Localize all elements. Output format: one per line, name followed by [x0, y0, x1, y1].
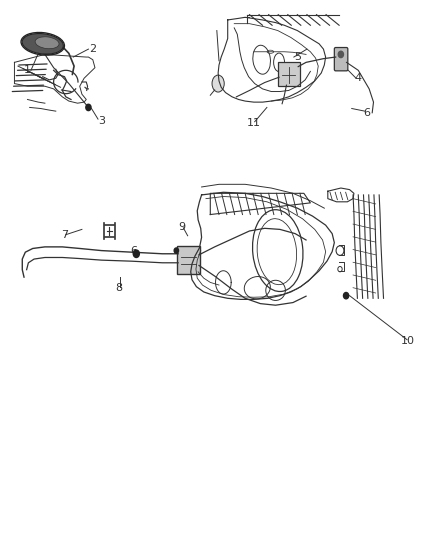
Circle shape [86, 104, 91, 111]
FancyBboxPatch shape [177, 246, 200, 274]
Text: 7: 7 [61, 230, 68, 240]
Circle shape [133, 250, 139, 257]
Ellipse shape [212, 75, 224, 92]
Text: 6: 6 [131, 246, 138, 256]
Text: 8: 8 [115, 282, 123, 293]
Text: 3: 3 [98, 116, 105, 126]
Text: 5: 5 [294, 52, 301, 62]
Text: 9: 9 [178, 222, 186, 232]
FancyBboxPatch shape [334, 47, 348, 71]
Circle shape [343, 293, 349, 299]
Text: 2: 2 [89, 44, 96, 54]
Text: 10: 10 [401, 336, 415, 346]
Ellipse shape [35, 37, 59, 49]
Text: 4: 4 [355, 73, 362, 83]
Text: 11: 11 [247, 118, 261, 128]
Text: 1: 1 [24, 66, 31, 75]
Ellipse shape [22, 34, 64, 54]
Circle shape [174, 248, 179, 253]
Circle shape [338, 51, 343, 58]
FancyBboxPatch shape [278, 62, 300, 86]
Text: 6: 6 [364, 108, 371, 118]
